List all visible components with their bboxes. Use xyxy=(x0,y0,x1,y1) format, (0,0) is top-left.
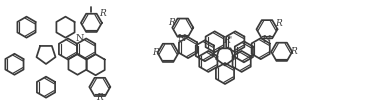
Polygon shape xyxy=(17,17,36,38)
Polygon shape xyxy=(56,17,74,38)
Text: R: R xyxy=(275,19,282,28)
Text: R: R xyxy=(168,18,175,27)
Text: R: R xyxy=(96,93,103,102)
Polygon shape xyxy=(271,43,292,61)
Polygon shape xyxy=(87,54,105,75)
Polygon shape xyxy=(232,51,251,72)
Polygon shape xyxy=(196,40,214,61)
Text: N: N xyxy=(76,34,84,43)
Polygon shape xyxy=(77,39,95,59)
Polygon shape xyxy=(37,46,56,64)
Text: R: R xyxy=(153,48,160,57)
Text: R: R xyxy=(99,9,106,18)
Polygon shape xyxy=(226,31,245,52)
Polygon shape xyxy=(89,78,110,96)
Polygon shape xyxy=(257,20,277,38)
Text: R': R' xyxy=(223,36,232,44)
Polygon shape xyxy=(179,37,197,58)
Text: N: N xyxy=(262,35,271,44)
Polygon shape xyxy=(81,14,102,32)
Polygon shape xyxy=(252,38,270,59)
Polygon shape xyxy=(158,44,178,62)
Polygon shape xyxy=(216,63,234,84)
Polygon shape xyxy=(5,54,23,75)
Text: N: N xyxy=(178,34,186,43)
Polygon shape xyxy=(172,19,193,37)
Polygon shape xyxy=(216,48,234,65)
Polygon shape xyxy=(199,51,217,72)
Polygon shape xyxy=(206,31,224,52)
Polygon shape xyxy=(59,39,77,59)
Polygon shape xyxy=(68,54,87,75)
Polygon shape xyxy=(37,77,55,98)
Polygon shape xyxy=(235,41,253,62)
Text: R: R xyxy=(290,47,297,56)
